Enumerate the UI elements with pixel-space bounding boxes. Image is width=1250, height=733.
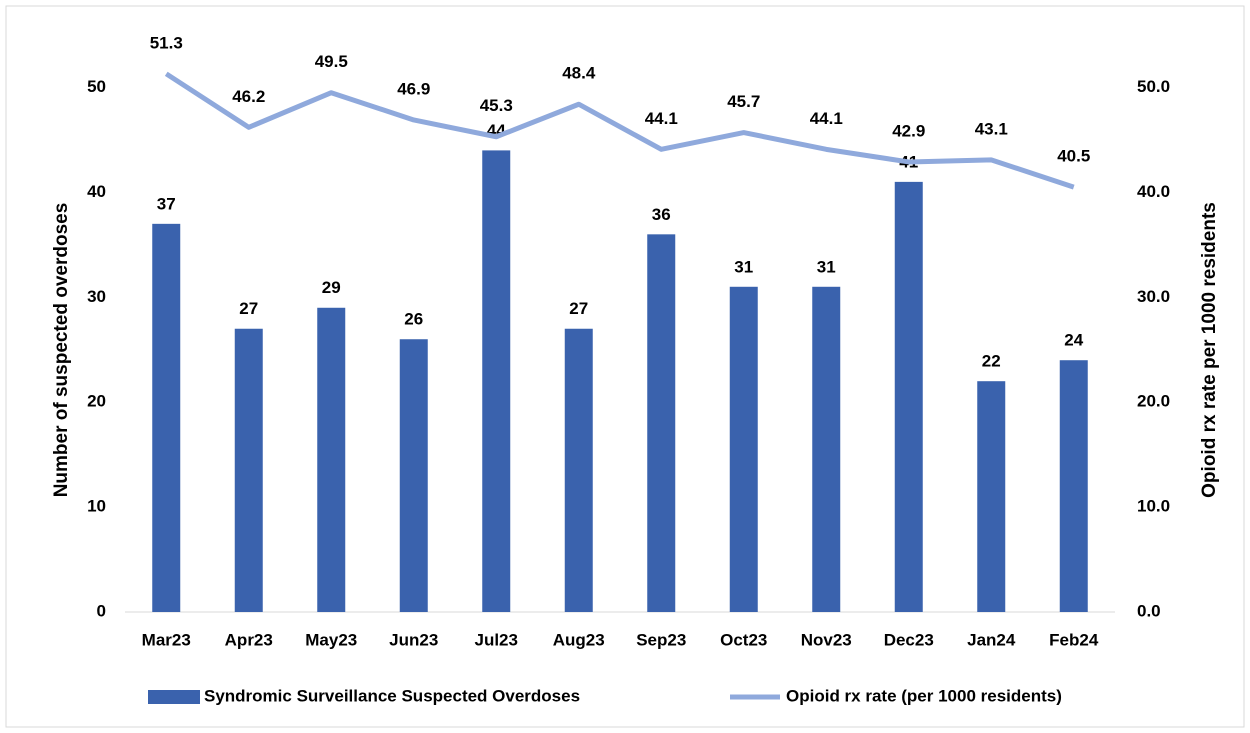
data-label: 31 <box>817 257 836 276</box>
x-tick-label: Jul23 <box>475 630 518 649</box>
legend-label: Syndromic Surveillance Suspected Overdos… <box>204 686 580 705</box>
bar <box>729 286 758 612</box>
legend-label: Opioid rx rate (per 1000 residents) <box>786 686 1062 705</box>
data-label: 45.7 <box>727 92 760 111</box>
line <box>164 71 1075 190</box>
data-label: 26 <box>404 310 423 329</box>
data-label: 51.3 <box>150 33 183 52</box>
data-label: 46.9 <box>397 79 430 98</box>
y2-tick-label: 30.0 <box>1137 287 1170 306</box>
y2-tick-label: 20.0 <box>1137 392 1170 411</box>
data-label: 43.1 <box>975 119 1008 138</box>
data-label: 27 <box>569 299 588 318</box>
y2-tick-label: 10.0 <box>1137 497 1170 516</box>
data-label: 29 <box>322 278 341 297</box>
bar <box>482 150 511 612</box>
x-tick-label: Aug23 <box>553 630 605 649</box>
data-label: 24 <box>1064 331 1083 350</box>
y2-tick-label: 40.0 <box>1137 182 1170 201</box>
data-label: 22 <box>982 352 1001 371</box>
x-tick-label: Feb24 <box>1049 630 1099 649</box>
data-label: 46.2 <box>232 87 265 106</box>
y-tick-label: 30 <box>87 287 106 306</box>
data-label: 40.5 <box>1057 147 1090 166</box>
y-tick-label: 10 <box>87 497 106 516</box>
x-tick-label: May23 <box>305 630 357 649</box>
bar <box>1059 360 1088 612</box>
y-tick-label: 50 <box>87 77 106 96</box>
x-tick-label: Mar23 <box>142 630 191 649</box>
x-tick-label: Jun23 <box>389 630 438 649</box>
data-label: 36 <box>652 205 671 224</box>
legend-swatch <box>148 690 200 704</box>
y2-tick-label: 50.0 <box>1137 77 1170 96</box>
data-label: 44.1 <box>645 109 678 128</box>
data-label: 42.9 <box>892 121 925 140</box>
x-tick-label: Apr23 <box>225 630 273 649</box>
bar <box>977 381 1006 612</box>
chart-border <box>5 5 1245 728</box>
y-tick-label: 0 <box>97 601 106 620</box>
bar <box>317 307 346 612</box>
y-tick-label: 20 <box>87 392 106 411</box>
x-tick-label: Oct23 <box>720 630 767 649</box>
x-tick-label: Nov23 <box>801 630 852 649</box>
y-tick-label: 40 <box>87 182 106 201</box>
bar <box>647 234 676 612</box>
data-label: 37 <box>157 194 176 213</box>
data-label: 49.5 <box>315 52 348 71</box>
bar <box>152 223 181 612</box>
x-tick-label: Sep23 <box>636 630 686 649</box>
y-axis-title: Number of suspected overdoses <box>51 203 72 498</box>
bar <box>812 286 841 612</box>
bar <box>234 328 263 612</box>
y2-axis-title: Opioid rx rate per 1000 residents <box>1199 202 1220 498</box>
data-label: 31 <box>734 257 753 276</box>
data-label: 48.4 <box>562 64 596 83</box>
bar <box>564 328 593 612</box>
bar <box>399 339 428 612</box>
y2-tick-label: 0.0 <box>1137 601 1161 620</box>
x-tick-label: Jan24 <box>967 630 1016 649</box>
bar <box>894 181 923 612</box>
x-tick-label: Dec23 <box>884 630 934 649</box>
data-label: 44.1 <box>810 109 843 128</box>
data-label: 27 <box>239 299 258 318</box>
data-label: 45.3 <box>480 96 513 115</box>
